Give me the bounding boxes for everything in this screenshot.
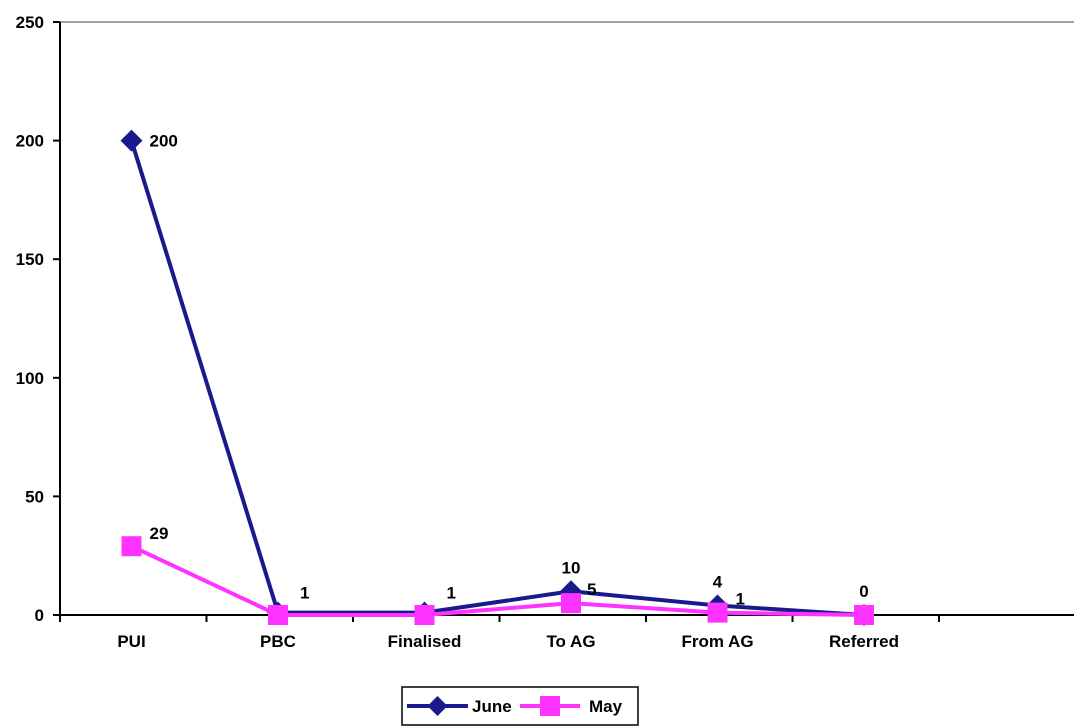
x-category-label: PBC — [260, 632, 296, 651]
data-label-june: 200 — [150, 132, 178, 151]
legend-marker-may — [540, 696, 560, 716]
point-may — [414, 605, 435, 625]
point-may — [268, 605, 288, 625]
axes — [59, 21, 1074, 616]
y-ticks: 0 50 100 150 200 250 — [16, 13, 60, 625]
data-label-june: 0 — [859, 582, 868, 601]
x-category-label: PUI — [117, 632, 145, 651]
data-label-may: 1 — [736, 590, 745, 609]
legend-label-may: May — [589, 697, 623, 716]
legend-marker-june — [427, 696, 448, 716]
data-labels: 200 1 1 10 4 0 29 5 1 — [150, 132, 869, 609]
point-may — [707, 602, 728, 623]
data-label-june: 10 — [562, 558, 581, 577]
series-line-may — [130, 544, 865, 617]
x-category-label: From AG — [681, 632, 753, 651]
y-tick-label: 250 — [16, 13, 44, 32]
series-line-june — [129, 140, 865, 617]
data-label-may: 5 — [587, 580, 596, 599]
data-label-may: 29 — [150, 524, 169, 543]
point-may — [561, 593, 581, 614]
x-category-label: Referred — [829, 632, 899, 651]
y-tick-label: 50 — [25, 487, 44, 506]
point-may — [854, 605, 874, 625]
point-may — [121, 536, 142, 557]
x-category-label: To AG — [546, 632, 595, 651]
point-june — [120, 129, 143, 152]
y-tick-label: 150 — [16, 250, 44, 269]
data-label-june: 1 — [447, 584, 456, 603]
series-group — [120, 129, 875, 626]
data-label-june: 4 — [713, 573, 723, 592]
x-ticks: PUI PBC Finalised To AG From AG Referred — [59, 615, 940, 651]
x-category-label: Finalised — [388, 632, 462, 651]
legend: June May — [401, 686, 639, 726]
legend-label-june: June — [472, 697, 512, 716]
y-tick-label: 0 — [35, 606, 44, 625]
y-tick-label: 100 — [16, 369, 44, 388]
data-label-june: 1 — [300, 584, 309, 603]
y-tick-label: 200 — [16, 132, 44, 151]
